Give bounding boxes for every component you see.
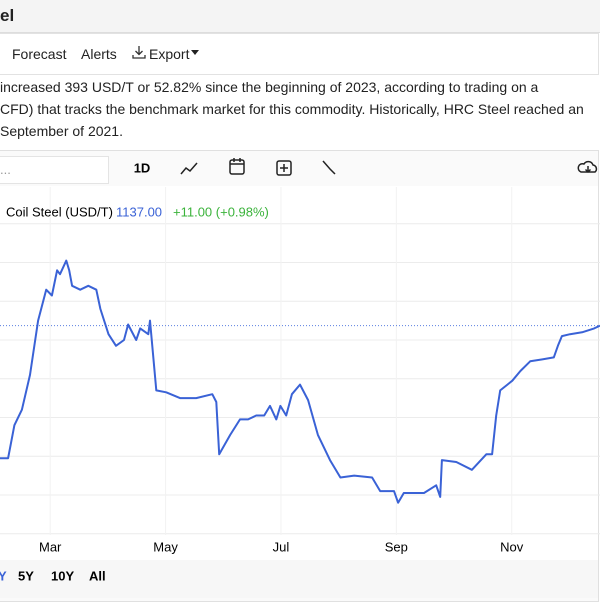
range-button[interactable]: 10Y xyxy=(51,568,74,583)
export-icon xyxy=(132,46,146,59)
interval-button[interactable]: 1D xyxy=(134,160,151,175)
x-tick-label: Jul xyxy=(273,539,290,554)
toolbar-icons xyxy=(180,158,598,176)
desc-line: increased 393 USD/T or 52.82% since the … xyxy=(0,79,539,95)
desc-line: September of 2021. xyxy=(0,123,123,139)
page-title: el xyxy=(0,6,15,25)
x-tick-label: Nov xyxy=(500,539,524,554)
calendar-icon[interactable] xyxy=(229,159,245,175)
nav-forecast[interactable]: Forecast xyxy=(12,46,67,62)
add-icon[interactable] xyxy=(276,160,292,176)
range-button[interactable]: 5Y xyxy=(18,568,34,583)
top-bar: el xyxy=(0,0,600,33)
legend-price: 1137.00 xyxy=(116,204,162,219)
nav-export[interactable]: Export xyxy=(149,46,190,62)
dropdown-caret xyxy=(191,50,199,55)
legend-name: Coil Steel (USD/T) xyxy=(6,204,113,219)
wrench-icon[interactable] xyxy=(322,160,336,175)
legend-change: +11.00 (+0.98%) xyxy=(173,204,269,219)
x-tick-label: Mar xyxy=(39,539,62,554)
download-icon[interactable] xyxy=(577,160,598,174)
search-box[interactable]: ... xyxy=(0,156,109,184)
x-tick-label: Sep xyxy=(385,539,408,554)
desc-line: CFD) that tracks the benchmark market fo… xyxy=(0,101,584,117)
plot-area xyxy=(0,186,598,560)
price-line-series xyxy=(0,259,600,504)
search-placeholder: ... xyxy=(0,162,11,177)
nav-alerts[interactable]: Alerts xyxy=(81,46,117,62)
x-tick-label: May xyxy=(153,539,178,554)
nav-bar: Forecast Alerts Export xyxy=(0,33,599,75)
range-button[interactable]: All xyxy=(89,568,106,583)
range-bar xyxy=(0,560,598,598)
line-icon[interactable] xyxy=(180,162,198,175)
range-button[interactable]: Y xyxy=(0,568,7,583)
description: increased 393 USD/T or 52.82% since the … xyxy=(0,76,600,142)
